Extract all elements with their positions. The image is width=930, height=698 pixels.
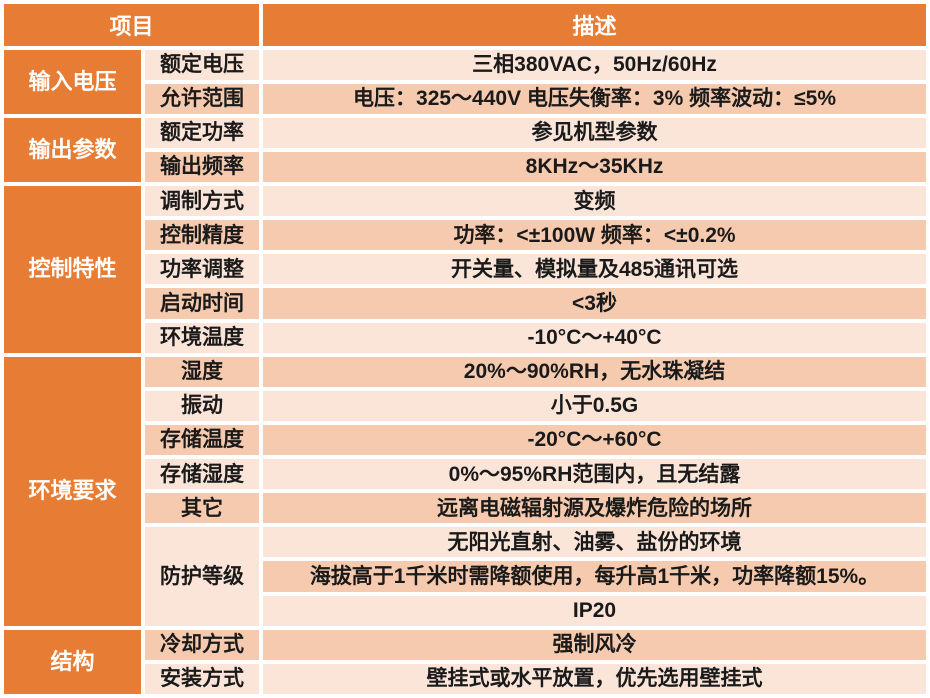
group-cell-input-voltage: 输入电压 [4, 49, 141, 114]
item-cell-allowed-range: 允许范围 [145, 83, 260, 114]
desc-cell-vibration: 小于0.5G [263, 390, 926, 421]
desc-cell-control-accuracy: 功率：<±100W 频率：<±0.2% [263, 220, 926, 251]
desc-cell-power-adjust: 开关量、模拟量及485通讯可选 [263, 254, 926, 285]
desc-cell-ambient-temp: -10°C～+40°C [263, 322, 926, 353]
desc-cell-storage-temp: -20°C～+60°C [263, 424, 926, 456]
table-row: 功率调整 开关量、模拟量及485通讯可选 [4, 254, 926, 285]
table-row: 允许范围 电压：325～440V 电压失衡率：3% 频率波动：≤5% [4, 83, 926, 114]
desc-cell-mounting: 壁挂式或水平放置，优先选用壁挂式 [263, 663, 926, 694]
item-cell-rated-power: 额定功率 [145, 117, 260, 148]
table-row: 其它 远离电磁辐射源及爆炸危险的场所 [4, 493, 926, 524]
table-row: 防护等级 无阳光直射、油雾、盐份的环境 [4, 527, 926, 626]
desc-cell-protection-line3: IP20 [263, 595, 926, 626]
table-row: 存储湿度 0%～95%RH范围内，且无结露 [4, 459, 926, 490]
desc-cell-rated-power: 参见机型参数 [263, 117, 926, 148]
item-cell-ambient-temp: 环境温度 [145, 322, 260, 353]
table-row: 结构 冷却方式 强制风冷 [4, 629, 926, 694]
item-cell-others: 其它 [145, 493, 260, 524]
table-row: 输入电压 额定电压 三相380VAC，50Hz/60Hz [4, 49, 926, 114]
table-row: 环境要求 湿度 20%～90%RH，无水珠凝结 [4, 356, 926, 626]
item-cell-start-time: 启动时间 [145, 288, 260, 319]
table-row: 输出参数 额定功率 参见机型参数 [4, 117, 926, 183]
item-cell-control-accuracy: 控制精度 [145, 220, 260, 251]
group-cell-environment: 环境要求 [4, 356, 141, 626]
desc-cell-humidity: 20%～90%RH，无水珠凝结 [263, 356, 926, 387]
table-row: 输出频率 8KHz～35KHz [4, 151, 926, 183]
item-cell-protection-level: 防护等级 [145, 527, 260, 626]
item-cell-storage-humidity: 存储湿度 [145, 459, 260, 490]
desc-cell-rated-voltage: 三相380VAC，50Hz/60Hz [263, 49, 926, 80]
item-cell-vibration: 振动 [145, 390, 260, 421]
header-row: 项目 描述 [4, 4, 926, 46]
table-row: 启动时间 <3秒 [4, 288, 926, 319]
group-cell-structure: 结构 [4, 629, 141, 694]
item-cell-modulation: 调制方式 [145, 186, 260, 217]
item-cell-rated-voltage: 额定电压 [145, 49, 260, 80]
table-row: 控制精度 功率：<±100W 频率：<±0.2% [4, 220, 926, 251]
item-cell-mounting: 安装方式 [145, 663, 260, 694]
desc-cell-start-time: <3秒 [263, 288, 926, 319]
item-cell-output-frequency: 输出频率 [145, 151, 260, 183]
desc-cell-modulation: 变频 [263, 186, 926, 217]
header-item-column: 项目 [4, 4, 260, 46]
desc-cell-output-frequency: 8KHz～35KHz [263, 151, 926, 183]
table-row: 安装方式 壁挂式或水平放置，优先选用壁挂式 [4, 663, 926, 694]
desc-cell-allowed-range: 电压：325～440V 电压失衡率：3% 频率波动：≤5% [263, 83, 926, 114]
table-row: 环境温度 -10°C～+40°C [4, 322, 926, 353]
header-desc-column: 描述 [263, 4, 926, 46]
item-cell-storage-temp: 存储温度 [145, 424, 260, 456]
desc-cell-protection-line2: 海拔高于1千米时需降额使用，每升高1千米，功率降额15%。 [263, 561, 926, 592]
item-cell-humidity: 湿度 [145, 356, 260, 387]
desc-cell-cooling: 强制风冷 [263, 629, 926, 660]
table-row: 控制特性 调制方式 变频 [4, 186, 926, 353]
item-cell-cooling: 冷却方式 [145, 629, 260, 660]
table-row: 振动 小于0.5G [4, 390, 926, 421]
group-cell-control-features: 控制特性 [4, 186, 141, 353]
table-row: 海拔高于1千米时需降额使用，每升高1千米，功率降额15%。 [4, 561, 926, 592]
table-row: 存储温度 -20°C～+60°C [4, 424, 926, 456]
desc-cell-others: 远离电磁辐射源及爆炸危险的场所 [263, 493, 926, 524]
desc-cell-storage-humidity: 0%～95%RH范围内，且无结露 [263, 459, 926, 490]
table-row: IP20 [4, 595, 926, 626]
item-cell-power-adjust: 功率调整 [145, 254, 260, 285]
desc-cell-protection-line1: 无阳光直射、油雾、盐份的环境 [263, 527, 926, 558]
group-cell-output-params: 输出参数 [4, 117, 141, 183]
